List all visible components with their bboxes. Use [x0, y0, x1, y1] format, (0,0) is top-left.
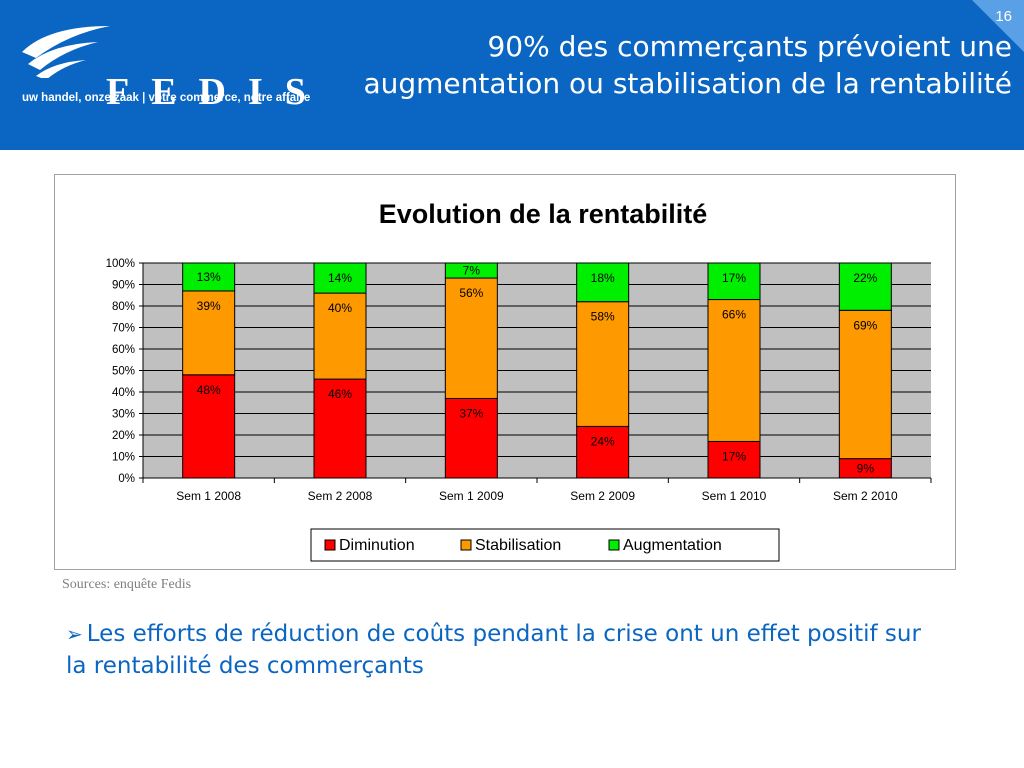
- legend-swatch: [608, 539, 620, 551]
- slide-title: 90% des commerçants prévoient une augmen…: [363, 30, 1012, 100]
- logo-wave-icon: [22, 26, 110, 78]
- data-label: 39%: [197, 299, 221, 313]
- y-tick-label: 30%: [112, 409, 135, 421]
- x-tick-label: Sem 2 2008: [308, 489, 373, 503]
- x-tick-label: Sem 2 2010: [833, 489, 898, 503]
- bar-segment: [444, 397, 498, 479]
- data-label: 9%: [857, 461, 875, 475]
- y-tick-label: 10%: [112, 452, 135, 464]
- y-tick-label: 80%: [112, 301, 135, 313]
- bar-segment: [576, 262, 630, 303]
- bar-segment: [182, 374, 236, 479]
- data-label: 24%: [591, 434, 615, 448]
- y-tick-label: 60%: [112, 344, 135, 356]
- bar-segment: [182, 290, 236, 376]
- bar-segment: [838, 309, 892, 460]
- legend-label: Augmentation: [623, 537, 722, 554]
- y-tick-label: 100%: [106, 258, 135, 270]
- x-tick-label: Sem 1 2009: [439, 489, 504, 503]
- bar-segment: [707, 299, 761, 442]
- bar-segment: [838, 262, 892, 311]
- bar-segment: [707, 262, 761, 301]
- data-label: 7%: [463, 264, 481, 278]
- legend-label: Diminution: [339, 537, 415, 554]
- data-label: 18%: [591, 271, 615, 285]
- data-label: 13%: [197, 270, 221, 284]
- data-label: 22%: [853, 271, 877, 285]
- source-note: Sources: enquête Fedis: [62, 577, 192, 592]
- bar-segment: [576, 301, 630, 427]
- data-label: 66%: [722, 308, 746, 322]
- y-tick-label: 40%: [112, 387, 135, 399]
- data-label: 56%: [459, 286, 483, 300]
- slide-header: FEDIS uw handel, onze zaak | votre comme…: [0, 0, 1024, 150]
- bullet-text: Les efforts de réduction de coûts pendan…: [66, 621, 921, 679]
- bullet-point: ➢ Les efforts de réduction de coûts penda…: [66, 618, 946, 682]
- arrow-bullet-icon: ➢: [66, 622, 83, 646]
- x-tick-label: Sem 1 2010: [702, 489, 767, 503]
- data-label: 37%: [459, 406, 483, 420]
- legend-box: [310, 528, 780, 562]
- legend-label: Stabilisation: [475, 537, 561, 554]
- y-tick-label: 90%: [112, 280, 135, 292]
- data-label: 17%: [722, 449, 746, 463]
- y-tick-label: 0%: [118, 473, 135, 485]
- stacked-bar-chart: Evolution de la rentabilité 0% 10% 20% 30% 40…: [106, 199, 932, 562]
- page-number: 16: [995, 8, 1012, 25]
- y-tick-label: 50%: [112, 366, 135, 378]
- data-label: 14%: [328, 271, 352, 285]
- data-label: 48%: [197, 383, 221, 397]
- x-tick-label: Sem 2 2009: [570, 489, 635, 503]
- legend-swatch: [324, 539, 336, 551]
- logo-wordmark: FEDIS: [106, 71, 328, 113]
- legend-swatch: [460, 539, 472, 551]
- fedis-logo: FEDIS: [18, 18, 338, 113]
- x-tick-label: Sem 1 2008: [176, 489, 241, 503]
- bar-segment: [313, 292, 367, 380]
- chart-title: Evolution de la rentabilité: [379, 199, 708, 229]
- bar-segment: [444, 277, 498, 399]
- logo-tagline: uw handel, onze zaak | votre commerce, n…: [22, 92, 311, 104]
- bar-segment: [182, 262, 236, 292]
- chart-frame: Evolution de la rentabilité 0% 10% 20% 30% 40…: [54, 174, 956, 570]
- data-label: 69%: [853, 318, 877, 332]
- header-corner-decoration: [972, 0, 1024, 52]
- y-tick-label: 20%: [112, 430, 135, 442]
- data-label: 58%: [591, 310, 615, 324]
- bar-segment: [444, 262, 498, 279]
- data-label: 17%: [722, 271, 746, 285]
- y-tick-label: 70%: [112, 323, 135, 335]
- bar-segment: [313, 378, 367, 479]
- bar-segment: [707, 440, 761, 479]
- bar-segment: [313, 262, 367, 294]
- data-label: 40%: [328, 301, 352, 315]
- data-label: 46%: [328, 387, 352, 401]
- bar-segment: [576, 425, 630, 479]
